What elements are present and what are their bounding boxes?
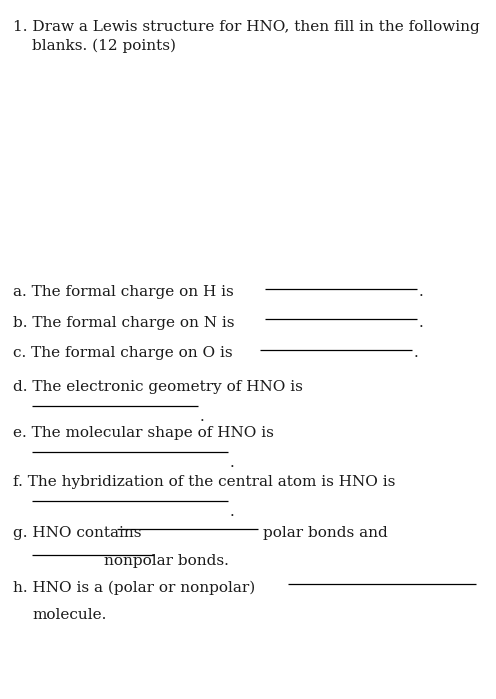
Text: nonpolar bonds.: nonpolar bonds.	[104, 554, 229, 568]
Text: e. The molecular shape of HNO is: e. The molecular shape of HNO is	[13, 426, 274, 440]
Text: f. The hybridization of the central atom is HNO is: f. The hybridization of the central atom…	[13, 475, 396, 489]
Text: .: .	[418, 316, 423, 330]
Text: .: .	[418, 285, 423, 299]
Text: h. HNO is a (polar or nonpolar): h. HNO is a (polar or nonpolar)	[13, 580, 255, 595]
Text: molecule.: molecule.	[32, 608, 107, 622]
Text: .: .	[230, 505, 235, 519]
Text: .: .	[200, 410, 205, 424]
Text: d. The electronic geometry of HNO is: d. The electronic geometry of HNO is	[13, 380, 303, 394]
Text: b. The formal charge on N is: b. The formal charge on N is	[13, 316, 235, 330]
Text: blanks. (12 points): blanks. (12 points)	[32, 38, 176, 53]
Text: polar bonds and: polar bonds and	[263, 526, 388, 540]
Text: .: .	[413, 346, 418, 360]
Text: .: .	[230, 456, 235, 470]
Text: c. The formal charge on O is: c. The formal charge on O is	[13, 346, 233, 360]
Text: a. The formal charge on H is: a. The formal charge on H is	[13, 285, 234, 299]
Text: 1. Draw a Lewis structure for HNO, then fill in the following: 1. Draw a Lewis structure for HNO, then …	[13, 20, 480, 34]
Text: g. HNO contains: g. HNO contains	[13, 526, 142, 540]
